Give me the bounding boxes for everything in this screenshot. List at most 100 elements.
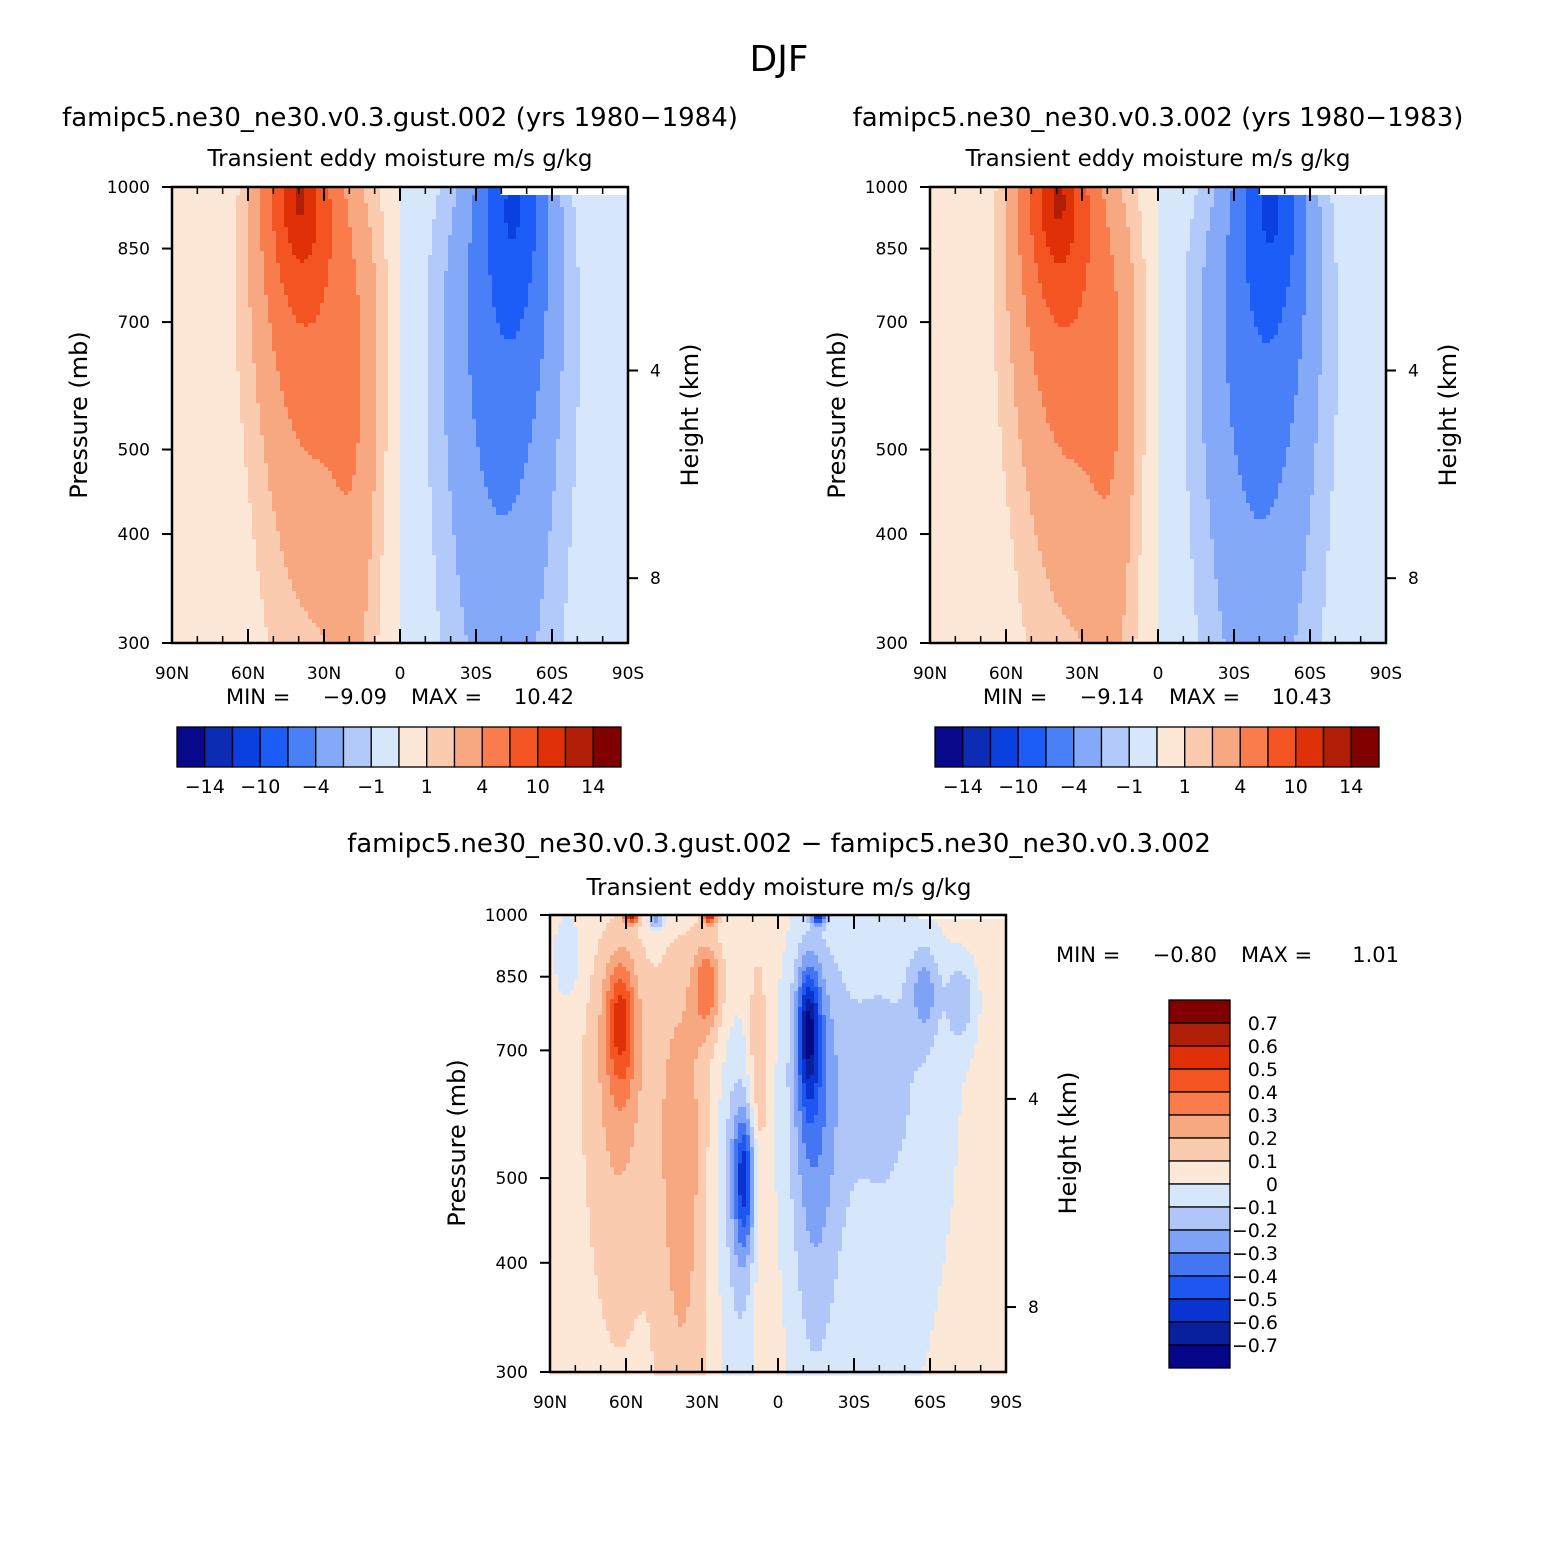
field-cell [444, 275, 449, 280]
field-cell [544, 211, 549, 216]
field-cell [380, 199, 385, 204]
field-cell [500, 351, 505, 356]
field-cell [304, 203, 309, 208]
field-cell [320, 235, 325, 240]
field-cell [500, 359, 505, 364]
field-cell [412, 187, 417, 192]
field-cell [544, 343, 549, 348]
field-cell [428, 235, 433, 240]
field-cell [544, 303, 549, 308]
field-cell [288, 307, 293, 312]
field-cell [196, 355, 201, 360]
field-cell [304, 195, 309, 200]
field-cell [552, 231, 557, 236]
field-cell [604, 223, 609, 228]
field-cell [272, 299, 277, 304]
field-cell [256, 223, 261, 228]
field-cell [200, 219, 205, 224]
field-cell [376, 335, 381, 340]
field-cell [252, 199, 257, 204]
field-cell [320, 279, 325, 284]
field-cell [452, 203, 457, 208]
field-cell [360, 295, 365, 300]
field-cell [436, 359, 441, 364]
field-cell [580, 227, 585, 232]
field-cell [180, 327, 185, 332]
field-cell [292, 331, 297, 336]
field-cell [616, 251, 621, 256]
field-cell [344, 195, 349, 200]
field-cell [236, 199, 241, 204]
field-cell [476, 315, 481, 320]
field-cell [280, 203, 285, 208]
field-cell [356, 267, 361, 272]
field-cell [208, 315, 213, 320]
field-cell [344, 351, 349, 356]
field-cell [484, 315, 489, 320]
field-cell [600, 207, 605, 212]
field-cell [288, 231, 293, 236]
field-cell [248, 315, 253, 320]
field-cell [488, 259, 493, 264]
field-cell [292, 291, 297, 296]
field-cell [328, 335, 333, 340]
field-cell [560, 211, 565, 216]
field-cell [476, 223, 481, 228]
field-cell [268, 263, 273, 268]
field-cell [332, 347, 337, 352]
field-cell [496, 187, 501, 192]
field-cell [188, 191, 193, 196]
field-cell [324, 359, 329, 364]
field-cell [200, 235, 205, 240]
field-cell [440, 295, 445, 300]
field-cell [232, 231, 237, 236]
field-cell [612, 287, 617, 292]
field-cell [224, 243, 229, 248]
field-cell [284, 235, 289, 240]
field-cell [400, 207, 405, 212]
field-cell [536, 247, 541, 252]
field-cell [572, 295, 577, 300]
field-cell [200, 303, 205, 308]
field-cell [216, 283, 221, 288]
field-cell [432, 275, 437, 280]
field-cell [248, 319, 253, 324]
field-cell [580, 291, 585, 296]
field-cell [272, 231, 277, 236]
field-cell [496, 267, 501, 272]
field-cell [204, 299, 209, 304]
field-cell [560, 279, 565, 284]
field-cell [188, 215, 193, 220]
field-cell [356, 331, 361, 336]
field-cell [472, 347, 477, 352]
field-cell [300, 259, 305, 264]
field-cell [288, 223, 293, 228]
field-cell [324, 323, 329, 328]
field-cell [240, 263, 245, 268]
field-cell [184, 359, 189, 364]
field-cell [200, 207, 205, 212]
field-cell [436, 315, 441, 320]
field-cell [564, 287, 569, 292]
field-cell [576, 315, 581, 320]
field-cell [584, 355, 589, 360]
field-cell [420, 247, 425, 252]
field-cell [396, 251, 401, 256]
field-cell [204, 255, 209, 260]
field-cell [308, 199, 313, 204]
field-cell [592, 239, 597, 244]
field-cell [464, 259, 469, 264]
field-cell [576, 267, 581, 272]
field-cell [192, 335, 197, 340]
field-cell [200, 263, 205, 268]
field-cell [576, 195, 581, 200]
field-cell [232, 219, 237, 224]
field-cell [180, 211, 185, 216]
field-cell [252, 287, 257, 292]
field-cell [324, 227, 329, 232]
field-cell [248, 311, 253, 316]
field-cell [220, 287, 225, 292]
field-cell [464, 203, 469, 208]
field-cell [584, 307, 589, 312]
field-cell [488, 299, 493, 304]
